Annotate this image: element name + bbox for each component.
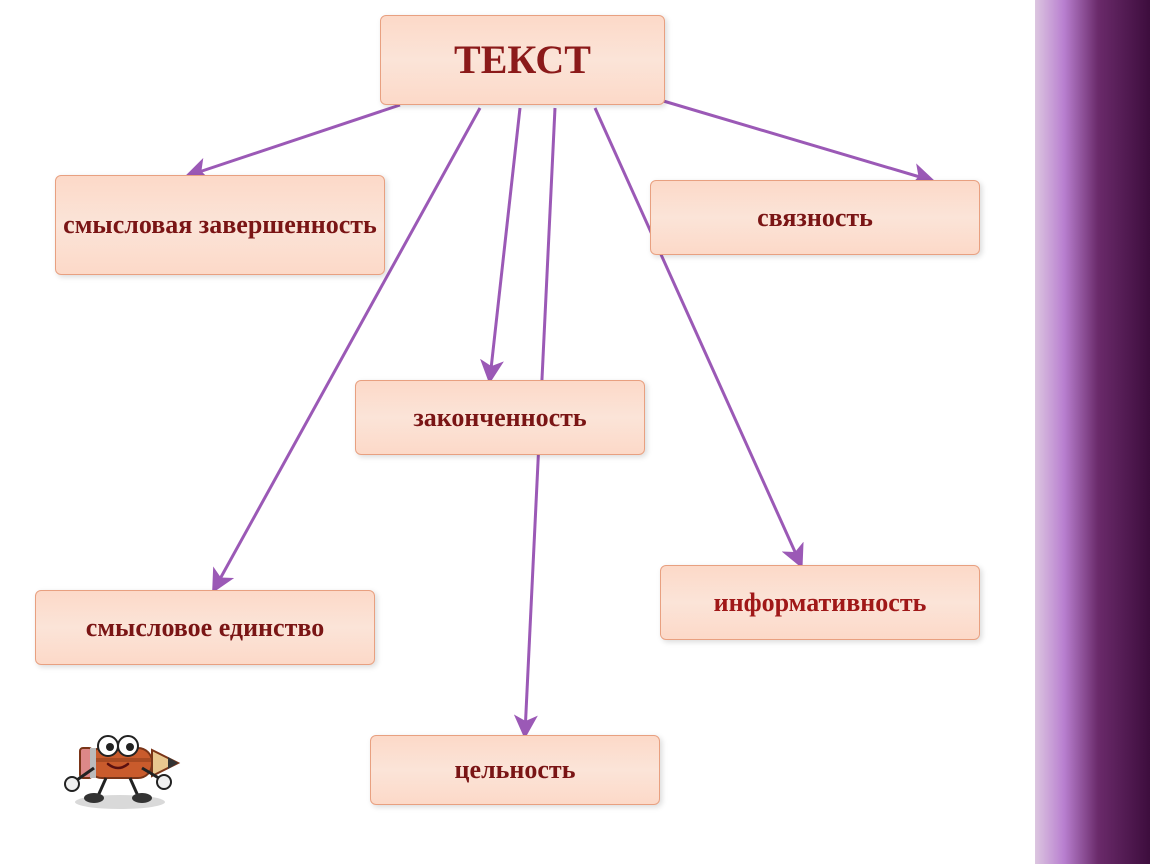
node-n1: смысловая завершенность <box>55 175 385 275</box>
node-label: смысловая завершенность <box>63 209 377 240</box>
arrow-2 <box>490 108 520 378</box>
sidebar-gradient <box>1035 0 1150 864</box>
node-n2: связность <box>650 180 980 255</box>
node-label: законченность <box>413 402 586 433</box>
node-label: цельность <box>455 754 576 785</box>
arrow-4 <box>595 108 800 563</box>
node-label: смысловое единство <box>86 612 324 643</box>
node-label: ТЕКСТ <box>454 36 591 84</box>
cartoon-character-icon <box>50 720 190 810</box>
node-n5: информативность <box>660 565 980 640</box>
arrow-0 <box>190 105 400 175</box>
node-n4: смысловое единство <box>35 590 375 665</box>
node-n6: цельность <box>370 735 660 805</box>
node-label: информативность <box>714 587 927 618</box>
node-n3: законченность <box>355 380 645 455</box>
node-label: связность <box>757 202 873 233</box>
arrow-1 <box>660 100 930 180</box>
node-root: ТЕКСТ <box>380 15 665 105</box>
